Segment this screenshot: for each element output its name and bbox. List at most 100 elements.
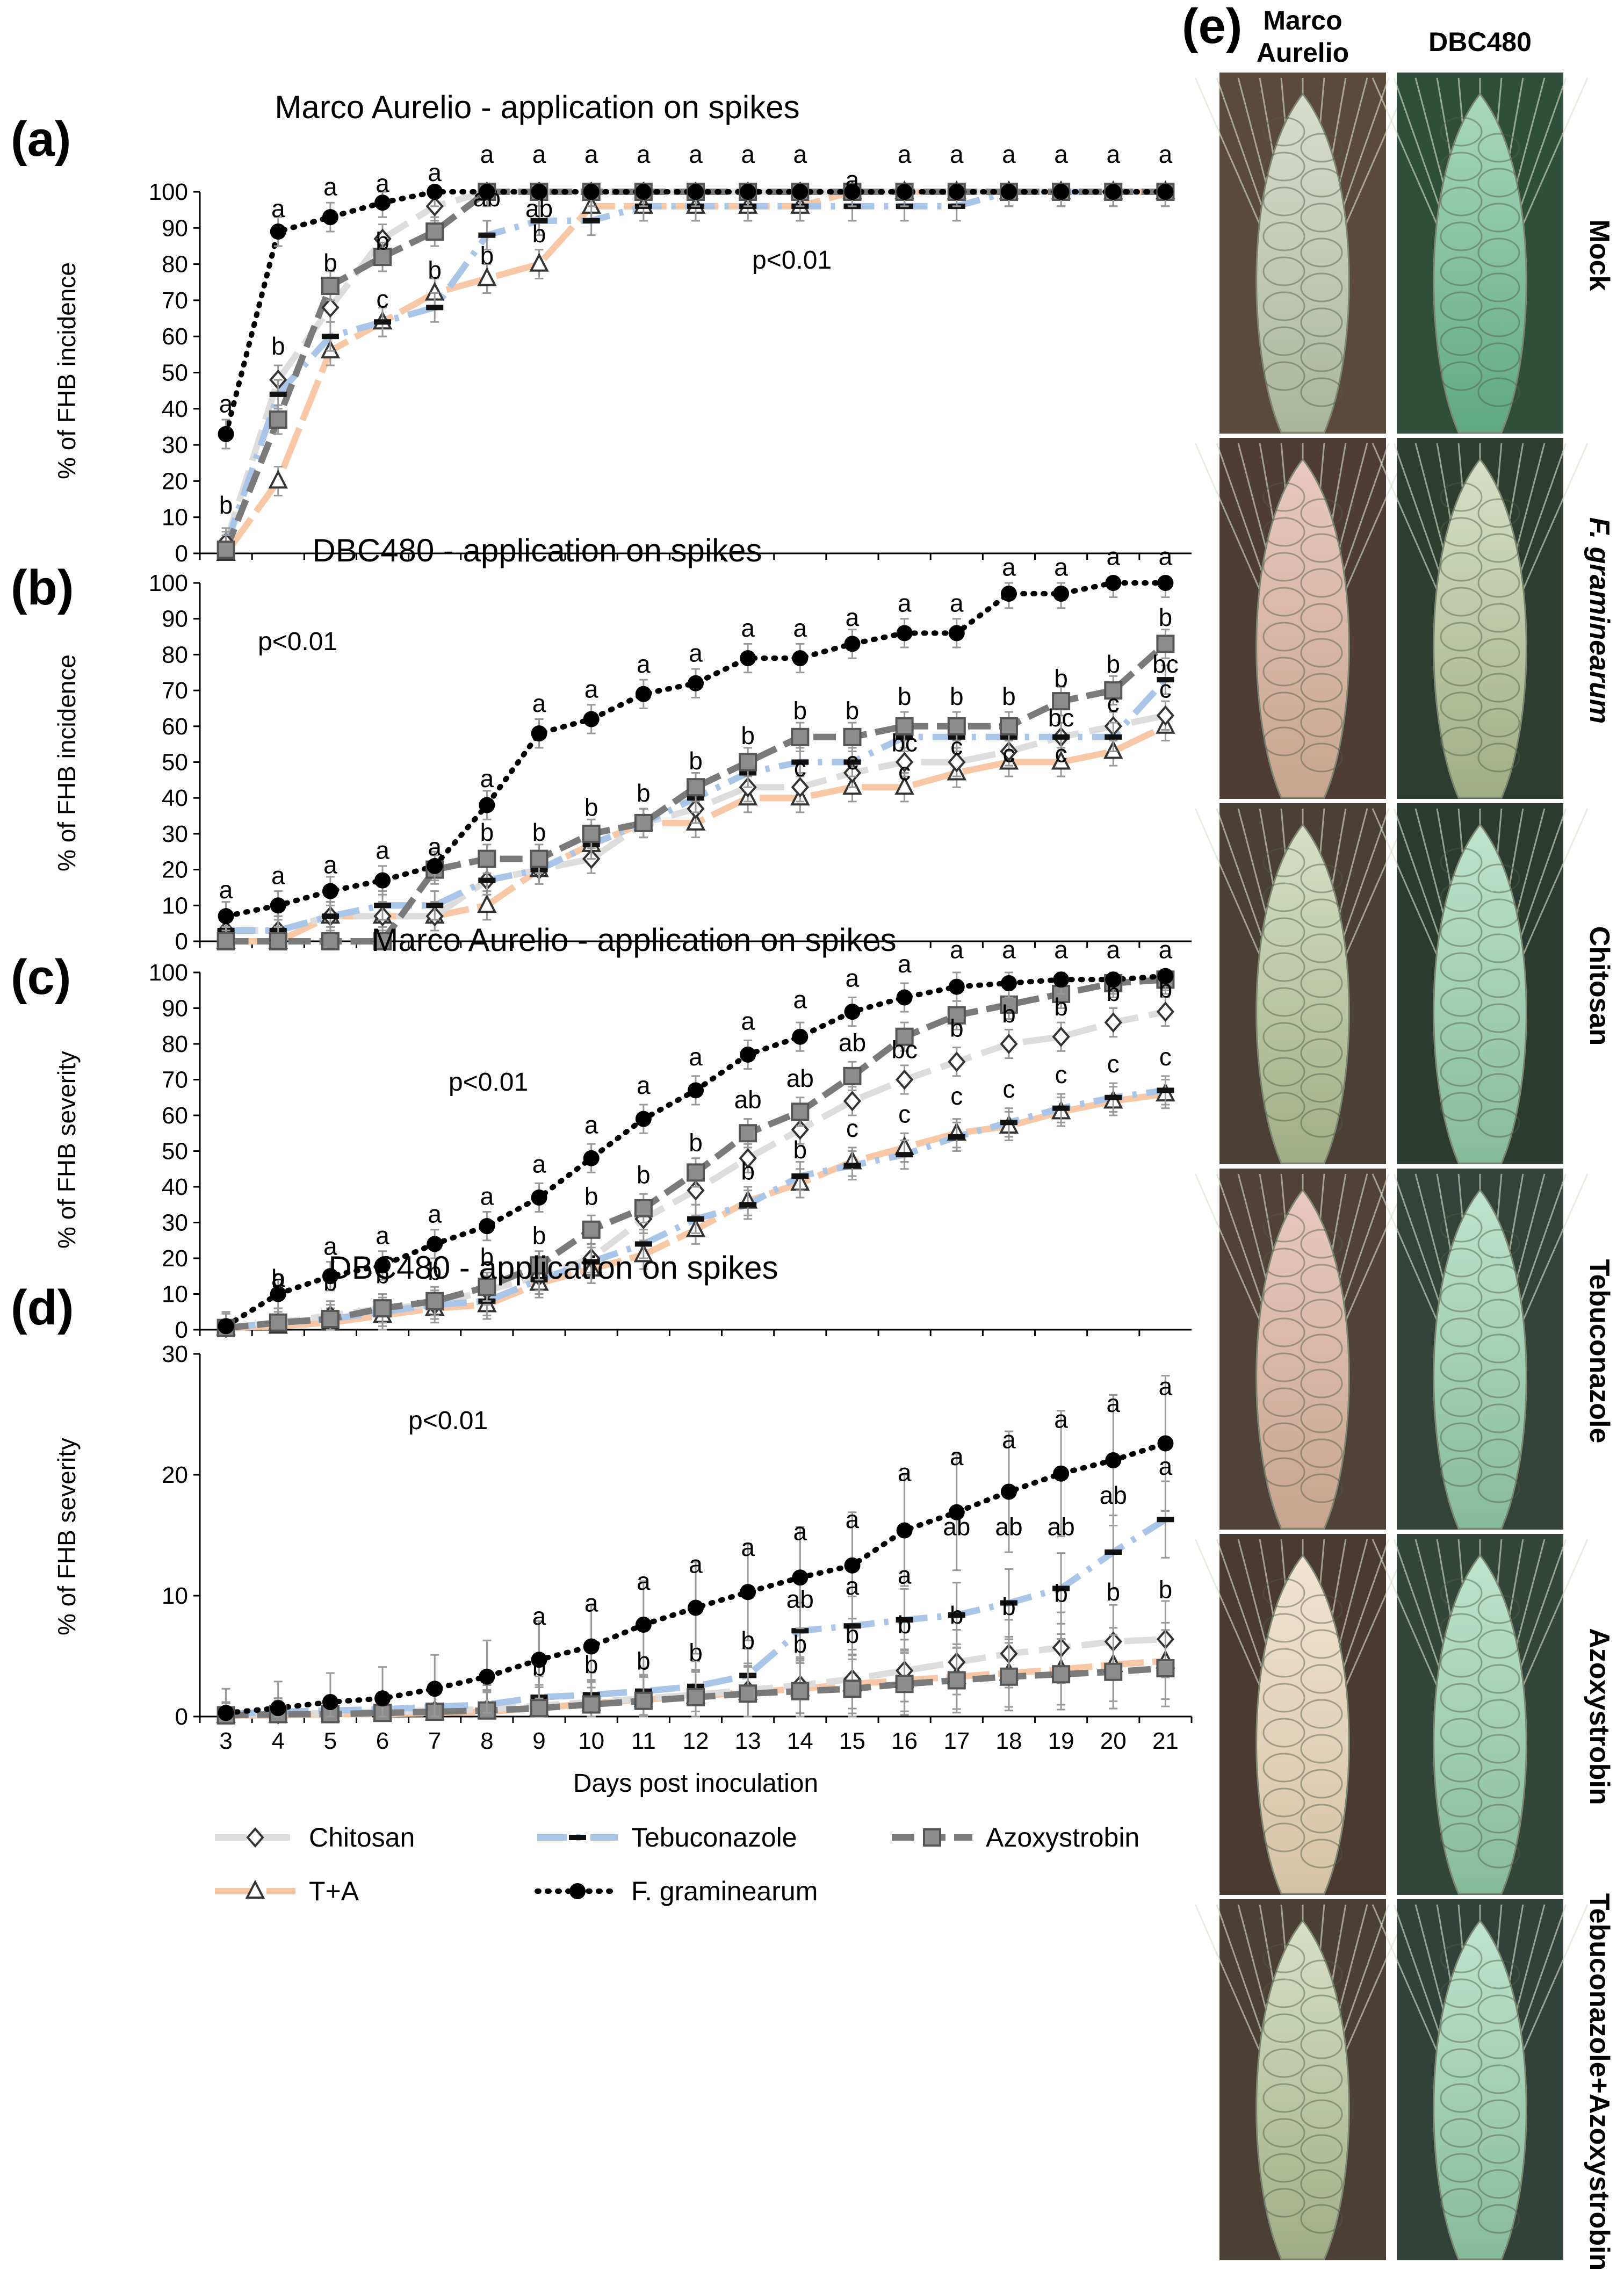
spikelet: [1262, 1822, 1305, 1852]
data-point: [895, 752, 914, 773]
data-point: [269, 932, 287, 950]
data-point: [896, 184, 913, 200]
spike-photo: [1372, 1169, 1589, 1530]
data-point: [374, 903, 392, 909]
spike-shape: [1433, 1554, 1527, 1895]
y-tick-label: 10: [162, 892, 188, 919]
y-tick-label: 40: [162, 1174, 188, 1200]
spike-photo: [1194, 73, 1411, 434]
spikelet: [1262, 1943, 1305, 1973]
significance-label: c: [1002, 740, 1015, 768]
spikelet: [1262, 2048, 1305, 2078]
spikelet: [1477, 2029, 1520, 2059]
significance-label: a: [741, 614, 755, 642]
data-point: [688, 1599, 704, 1616]
significance-label: a: [950, 1443, 964, 1470]
data-point: [1105, 971, 1122, 988]
data-point: [896, 1617, 913, 1623]
data-point: [478, 1278, 496, 1296]
significance-label: b: [428, 1257, 442, 1285]
data-point: [374, 1257, 391, 1274]
significance-label: c: [1107, 689, 1120, 717]
significance-label: b: [480, 818, 494, 846]
significance-label: a: [637, 1567, 651, 1595]
significance-label: a: [1002, 140, 1016, 168]
data-point: [948, 1134, 965, 1140]
spikelet: [1477, 533, 1520, 563]
spikelet: [1440, 1613, 1483, 1643]
data-point: [791, 1102, 810, 1121]
significance-label: b: [376, 227, 389, 255]
significance-label: ab: [525, 194, 553, 222]
significance-label: a: [1159, 543, 1173, 571]
photo-column-header: Marco: [1263, 5, 1342, 35]
data-point: [634, 813, 653, 832]
spikelet: [1300, 1438, 1343, 1468]
significance-label: a: [428, 833, 442, 861]
photo-column-header: DBC480: [1428, 27, 1532, 57]
legend-marker: [569, 1835, 586, 1840]
significance-label: a: [1002, 1426, 1016, 1454]
spikelet: [1440, 517, 1483, 547]
data-point: [843, 1623, 861, 1629]
spikelet: [1262, 1457, 1305, 1487]
spikelet: [1262, 1683, 1305, 1713]
significance-label: a: [846, 603, 860, 631]
data-point: [583, 711, 600, 727]
data-point: [634, 1199, 653, 1217]
x-tick-label: 17: [943, 1728, 970, 1754]
data-point: [529, 253, 549, 272]
spikelet: [1477, 1038, 1520, 1068]
legend-label: Tebuconazole: [631, 1822, 797, 1852]
significance-label: a: [846, 1505, 860, 1533]
data-point: [947, 1006, 966, 1025]
spikelet: [1440, 152, 1483, 182]
spikelet: [1262, 1057, 1305, 1087]
significance-label: b: [323, 1268, 337, 1296]
x-tick-label: 11: [631, 1728, 656, 1754]
significance-label: b: [1159, 603, 1173, 631]
significance-label: b: [1106, 978, 1120, 1006]
spikelet: [1477, 237, 1520, 268]
significance-label: a: [689, 1043, 703, 1071]
series-line: [222, 189, 1166, 547]
spikelet: [1262, 517, 1305, 547]
data-point: [1104, 1012, 1122, 1033]
spikelet: [1300, 1629, 1343, 1659]
spikelet: [1477, 1629, 1520, 1659]
spike-shape: [1433, 823, 1527, 1164]
significance-label: b: [1054, 664, 1068, 692]
spikelet: [1300, 1699, 1343, 1729]
significance-label: a: [1054, 1405, 1068, 1433]
significance-label: a: [376, 1221, 389, 1249]
spikelet: [1300, 1664, 1343, 1694]
data-point: [322, 1694, 338, 1710]
spikelet: [1477, 272, 1520, 302]
data-point: [1105, 1094, 1122, 1100]
y-tick-label: 30: [162, 1210, 188, 1236]
significance-label: b: [1002, 1000, 1016, 1028]
data-point: [895, 1675, 914, 1693]
spike-shape: [1433, 1188, 1527, 1530]
spikelet: [1300, 1594, 1343, 1624]
spikelet: [1440, 2013, 1483, 2043]
data-point: [843, 727, 862, 746]
spikelet: [1262, 256, 1305, 286]
x-tick-label: 14: [787, 1728, 813, 1754]
legend-item: T+A: [215, 1876, 359, 1906]
data-point: [479, 1218, 495, 1235]
significance-label: c: [1055, 740, 1067, 768]
chart-panel-0: (a) Marco Aurelio - application on spikes…: [11, 89, 1192, 567]
data-point: [427, 184, 443, 200]
significance-label: a: [323, 1232, 337, 1260]
spikelet: [1440, 1978, 1483, 2008]
significance-label: b: [846, 696, 860, 724]
spikelet: [1440, 2153, 1483, 2183]
photo-row-label: Chitosan: [1584, 926, 1615, 1046]
spikelet: [1440, 326, 1483, 356]
data-point: [948, 752, 966, 773]
legend-item: Chitosan: [215, 1822, 415, 1852]
x-axis-label: Days post inoculation: [573, 1769, 818, 1798]
spikelet: [1262, 1317, 1305, 1347]
significance-label: a: [1054, 553, 1068, 581]
